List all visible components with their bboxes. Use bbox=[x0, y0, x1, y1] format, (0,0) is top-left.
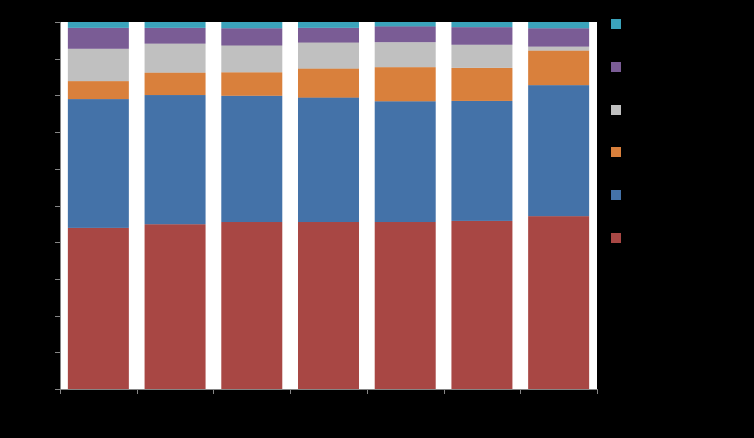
bar-segment-2-series-3 bbox=[144, 72, 206, 96]
bar-segment-1-series-6 bbox=[67, 22, 129, 28]
bar-segment-6-series-4 bbox=[451, 44, 513, 68]
bar-segment-4-series-1 bbox=[298, 222, 359, 389]
bar-segment-4-series-4 bbox=[298, 42, 359, 69]
bar-segment-4-series-6 bbox=[298, 22, 359, 28]
bar-segment-4-series-2 bbox=[298, 97, 359, 223]
legend-item-5 bbox=[611, 61, 711, 74]
bar-segment-7-series-3 bbox=[528, 50, 590, 86]
bar-segment-7-series-4 bbox=[528, 46, 590, 51]
bars-group bbox=[67, 22, 590, 389]
bar-segment-1-series-3 bbox=[67, 81, 129, 100]
bar-segment-3-series-6 bbox=[221, 22, 283, 29]
bar-segment-6-series-3 bbox=[451, 67, 513, 101]
bar-segment-3-series-5 bbox=[221, 28, 283, 46]
bar-segment-1-series-1 bbox=[67, 227, 129, 389]
bar-segment-5-series-6 bbox=[374, 22, 436, 27]
bar-segment-5-series-3 bbox=[374, 67, 436, 102]
legend-swatch bbox=[611, 233, 621, 243]
bar-segment-5-series-5 bbox=[374, 26, 436, 43]
bar-segment-2-series-2 bbox=[144, 95, 206, 225]
bar-segment-7-series-5 bbox=[528, 28, 590, 47]
bar-segment-6-series-1 bbox=[451, 220, 513, 389]
bar-segment-3-series-4 bbox=[221, 45, 283, 73]
legend-swatch bbox=[611, 190, 621, 201]
bar-segment-4-series-3 bbox=[298, 68, 359, 98]
axes-group bbox=[55, 22, 598, 394]
bar-segment-1-series-5 bbox=[67, 27, 129, 49]
legend-swatch bbox=[611, 104, 621, 115]
bar-segment-2-series-1 bbox=[144, 224, 206, 389]
bar-segment-5-series-2 bbox=[374, 101, 436, 223]
legend-item-1 bbox=[611, 233, 711, 245]
bar-segment-1-series-4 bbox=[67, 48, 129, 82]
bar-segment-7-series-6 bbox=[528, 22, 590, 29]
legend-item-3 bbox=[611, 147, 711, 159]
bar-segment-1-series-2 bbox=[67, 99, 129, 228]
bar-segment-6-series-5 bbox=[451, 27, 513, 45]
bar-segment-3-series-2 bbox=[221, 95, 283, 223]
bar-segment-5-series-4 bbox=[374, 42, 436, 68]
bar-segment-2-series-4 bbox=[144, 43, 206, 73]
bar-segment-2-series-5 bbox=[144, 27, 206, 44]
bar-segment-2-series-6 bbox=[144, 22, 206, 28]
legend-item-2 bbox=[611, 190, 711, 202]
bar-segment-6-series-2 bbox=[451, 100, 513, 221]
bar-segment-7-series-2 bbox=[528, 85, 590, 217]
legend-swatch bbox=[611, 147, 621, 158]
bar-segment-7-series-1 bbox=[528, 216, 590, 389]
legend-item-4 bbox=[611, 104, 711, 117]
bar-segment-5-series-1 bbox=[374, 222, 436, 389]
legend-item-6 bbox=[611, 19, 711, 31]
bar-segment-3-series-3 bbox=[221, 72, 283, 96]
legend-swatch bbox=[611, 61, 621, 72]
bar-segment-6-series-6 bbox=[451, 22, 513, 28]
bar-segment-3-series-1 bbox=[221, 222, 283, 389]
bar-segment-4-series-5 bbox=[298, 27, 359, 43]
legend-swatch bbox=[611, 19, 621, 29]
